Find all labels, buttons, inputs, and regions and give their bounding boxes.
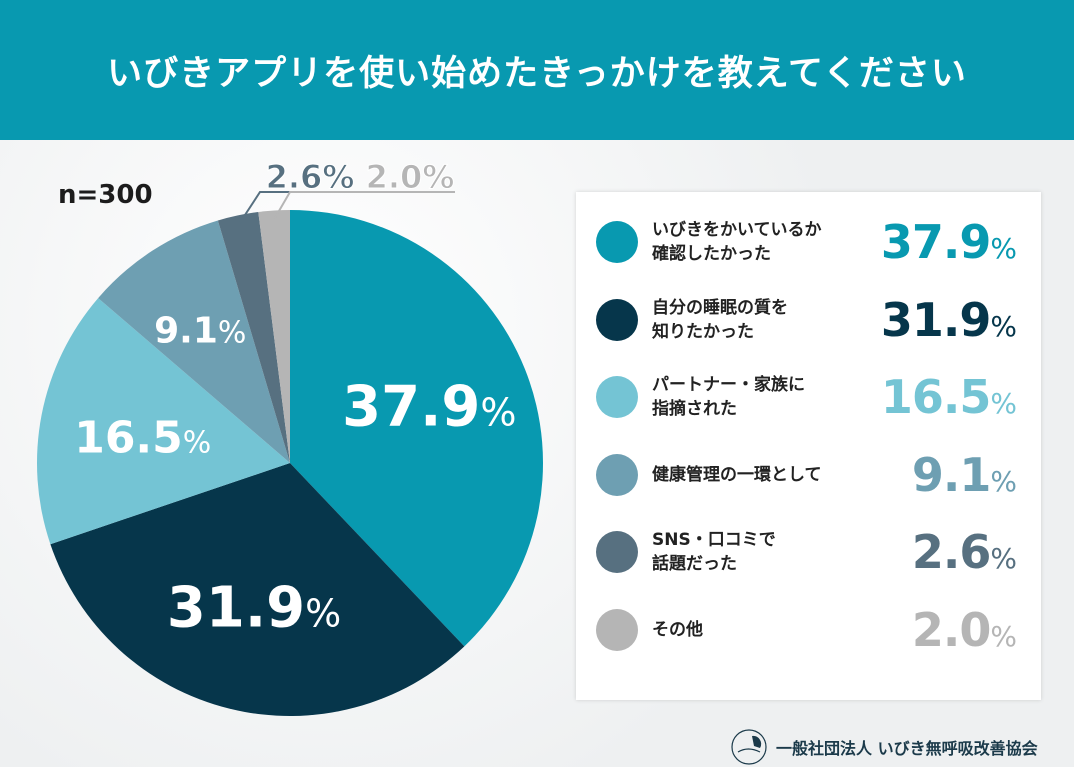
- legend-swatch: [596, 531, 638, 573]
- legend: いびきをかいているか 確認したかった 37.9% 自分の睡眠の質を 知りたかった 31.9…: [576, 192, 1041, 700]
- legend-item: その他 2.0%: [596, 600, 1026, 660]
- legend-label: いびきをかいているか 確認したかった: [652, 220, 822, 264]
- legend-value: 2.0%: [911, 602, 1017, 657]
- legend-label: 健康管理の一環として: [652, 464, 822, 485]
- callout-label: 2.0%: [366, 158, 455, 196]
- footer: 一般社団法人 いびき無呼吸改善協会: [730, 728, 1038, 766]
- legend-value: 16.5%: [880, 370, 1017, 424]
- pie-slice: [217, 211, 290, 463]
- legend-label: 自分の睡眠の質を 知りたかった: [652, 297, 788, 342]
- legend-label: パートナー・家族に 指摘された: [652, 375, 805, 419]
- legend-item: 健康管理の一環として 9.1%: [596, 445, 1026, 505]
- sample-size: n=300: [58, 180, 153, 210]
- legend-value: 9.1%: [911, 447, 1017, 502]
- header-banner: いびきアプリを使い始めたきっかけを教えてください: [0, 0, 1074, 140]
- legend-swatch: [596, 221, 638, 263]
- legend-label: その他: [652, 619, 703, 640]
- pie-slice: [50, 463, 465, 717]
- organization-name: 一般社団法人 いびき無呼吸改善協会: [776, 739, 1038, 758]
- legend-item: 自分の睡眠の質を 知りたかった 31.9%: [596, 290, 1026, 350]
- legend-swatch: [596, 453, 638, 496]
- legend-swatch: [596, 376, 638, 418]
- organization-logo-icon: [731, 729, 767, 765]
- legend-swatch: [596, 298, 638, 341]
- legend-value: 2.6%: [911, 525, 1017, 579]
- pie-slice: [290, 210, 544, 647]
- slice-label: 37.9%: [342, 374, 516, 439]
- pie-slice: [258, 210, 290, 463]
- page-title: いびきアプリを使い始めたきっかけを教えてください: [107, 53, 967, 94]
- legend-item: SNS・口コミで 話題だった 2.6%: [596, 522, 1026, 582]
- callout-line: [273, 191, 455, 219]
- legend-value: 37.9%: [880, 215, 1017, 269]
- slice-label: 9.1%: [154, 311, 246, 352]
- legend-swatch: [596, 608, 638, 651]
- callout-label: 2.6%: [266, 158, 355, 196]
- legend-item: パートナー・家族に 指摘された 16.5%: [596, 367, 1026, 427]
- pie-chart: 37.9%31.9%16.5%9.1%2.6% 2.0%: [36, 158, 544, 717]
- legend-value: 31.9%: [880, 292, 1017, 347]
- legend-item: いびきをかいているか 確認したかった 37.9%: [596, 212, 1026, 272]
- pie-slice: [36, 298, 290, 545]
- legend-label: SNS・口コミで 話題だった: [652, 530, 776, 574]
- pie-slice: [98, 220, 291, 463]
